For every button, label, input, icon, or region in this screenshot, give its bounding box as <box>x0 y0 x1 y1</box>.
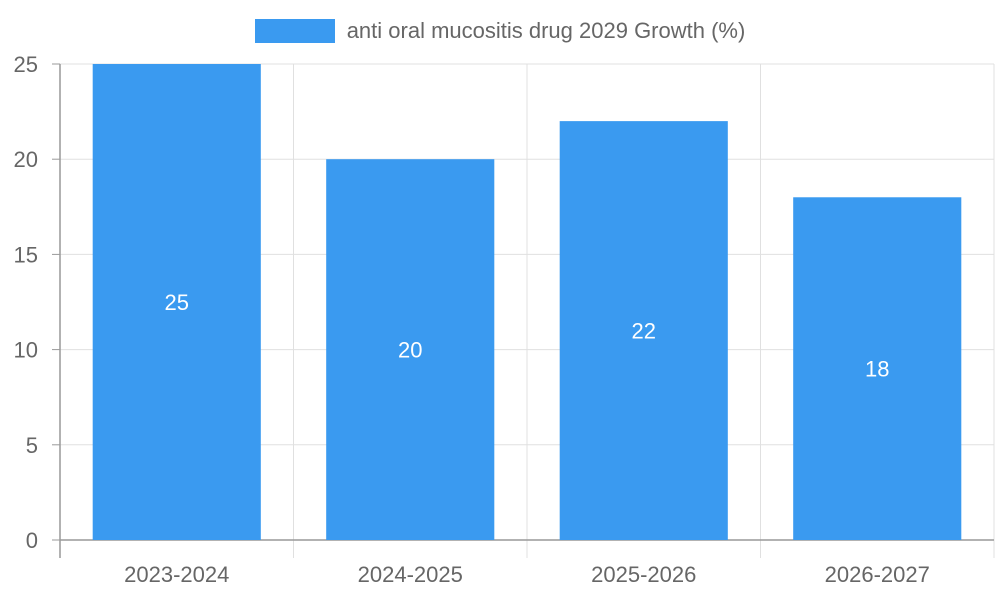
x-tick-label: 2025-2026 <box>591 562 696 587</box>
bar[interactable] <box>793 197 962 540</box>
y-tick-label: 5 <box>26 433 38 458</box>
bar-value-label: 18 <box>865 357 889 382</box>
legend[interactable]: anti oral mucositis drug 2029 Growth (%) <box>0 18 1000 44</box>
x-tick-label: 2024-2025 <box>358 562 463 587</box>
y-tick-label: 0 <box>26 528 38 553</box>
bar-value-label: 22 <box>632 319 656 344</box>
y-tick-label: 15 <box>14 242 38 267</box>
x-tick-label: 2026-2027 <box>825 562 930 587</box>
bar-value-label: 25 <box>165 290 189 315</box>
y-tick-label: 10 <box>14 338 38 363</box>
legend-label: anti oral mucositis drug 2029 Growth (%) <box>346 18 746 43</box>
x-tick-label: 2023-2024 <box>124 562 229 587</box>
bar[interactable] <box>559 121 728 541</box>
y-tick-label: 25 <box>14 52 38 77</box>
y-tick-label: 20 <box>14 147 38 172</box>
bar-value-label: 20 <box>398 338 422 363</box>
bar[interactable] <box>326 159 495 540</box>
legend-swatch <box>254 19 335 43</box>
bar[interactable] <box>92 64 261 540</box>
